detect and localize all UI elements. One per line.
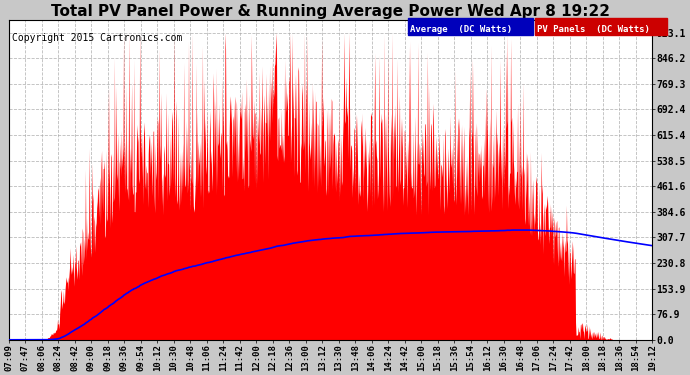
- Text: Average  (DC Watts): Average (DC Watts): [411, 26, 513, 34]
- Text: Copyright 2015 Cartronics.com: Copyright 2015 Cartronics.com: [12, 33, 182, 43]
- Title: Total PV Panel Power & Running Average Power Wed Apr 8 19:22: Total PV Panel Power & Running Average P…: [51, 4, 610, 19]
- Text: PV Panels  (DC Watts): PV Panels (DC Watts): [538, 26, 650, 34]
